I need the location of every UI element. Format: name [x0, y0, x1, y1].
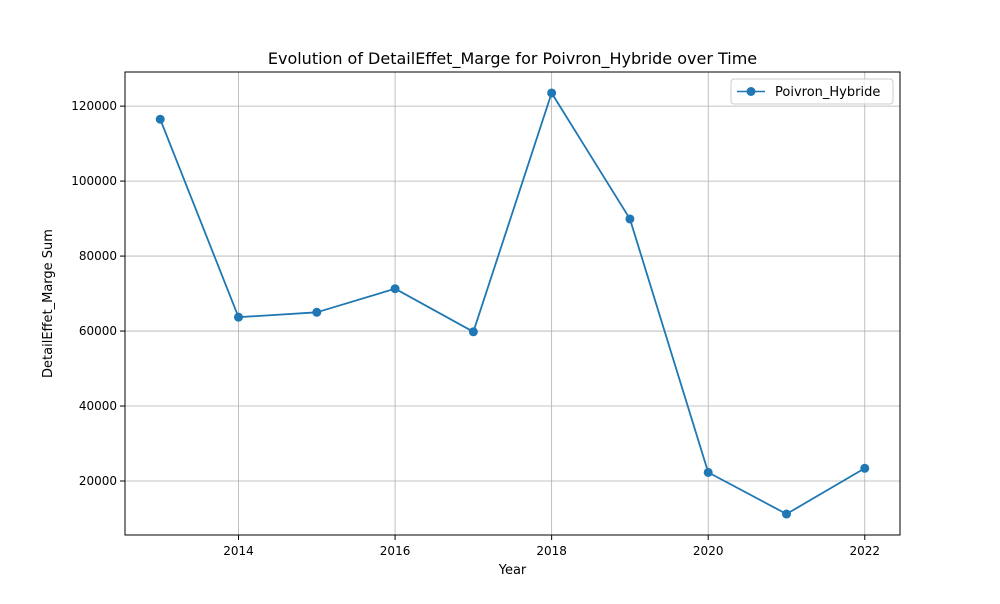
y-tick-label: 60000 [79, 324, 117, 338]
data-point-marker [781, 509, 791, 519]
x-tick-label: 2022 [849, 544, 880, 558]
data-point-marker [155, 114, 165, 124]
y-tick-label: 100000 [71, 174, 117, 188]
y-tick-label: 40000 [79, 399, 117, 413]
legend-marker [746, 87, 756, 96]
y-axis-ticks: 20000 40000 60000 80000 100000 120000 [71, 99, 125, 488]
data-point-marker [234, 312, 244, 322]
data-point-marker [860, 463, 870, 473]
data-point-marker [312, 307, 322, 317]
x-axis-label: Year [498, 563, 527, 578]
data-point-marker [390, 284, 400, 294]
x-tick-label: 2018 [536, 544, 567, 558]
y-tick-label: 80000 [79, 249, 117, 263]
y-axis-label: DetailEffet_Marge Sum [41, 229, 56, 378]
plot-area-frame [124, 71, 901, 536]
legend-label: Poivron_Hybride [775, 85, 880, 100]
x-axis-ticks: 2014 2016 2018 2020 2022 [223, 535, 880, 558]
data-point-marker [625, 214, 635, 224]
y-tick-label: 20000 [79, 474, 117, 488]
series-layer [155, 88, 870, 519]
y-tick-label: 120000 [71, 99, 117, 113]
x-tick-label: 2016 [380, 544, 411, 558]
series-line [159, 92, 866, 515]
x-tick-label: 2014 [223, 544, 254, 558]
legend: Poivron_Hybride [730, 78, 894, 105]
legend-box [730, 78, 894, 105]
data-point-marker [468, 327, 478, 337]
data-point-marker [703, 467, 713, 477]
chart-title: Evolution of DetailEffet_Marge for Poivr… [268, 49, 757, 69]
data-point-marker [547, 88, 557, 98]
x-tick-label: 2020 [693, 544, 724, 558]
grid [125, 72, 900, 535]
